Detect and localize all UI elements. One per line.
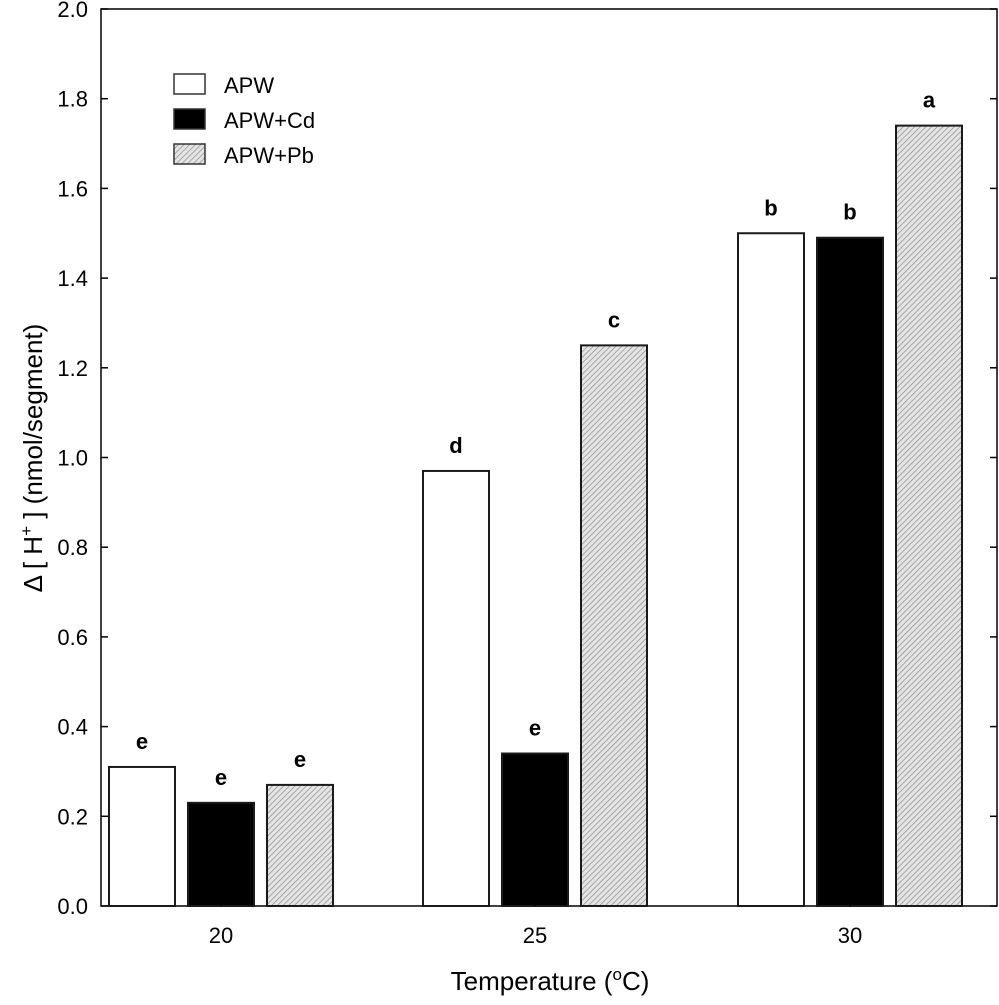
- significance-label: e: [136, 729, 148, 754]
- legend-swatch-apw: [173, 73, 206, 95]
- bar-apw-pb-25: [580, 344, 648, 907]
- y-tick-label: 0.8: [57, 535, 88, 560]
- y-tick-label: 0.2: [57, 804, 88, 829]
- y-tick-label: 1.2: [57, 356, 88, 381]
- legend: APW APW+Cd APW+Pb: [173, 73, 315, 168]
- legend-label: APW+Cd: [224, 108, 315, 133]
- bars: [108, 124, 963, 908]
- legend-swatch-apw-pb: [173, 143, 206, 165]
- y-tick-label: 1.6: [57, 176, 88, 201]
- significance-label: b: [843, 200, 856, 225]
- y-tick-label: 1.8: [57, 87, 88, 112]
- legend-label: APW+Pb: [224, 143, 314, 168]
- bar-apw-pb-30: [895, 124, 963, 908]
- significance-label: d: [449, 433, 462, 458]
- legend-label: APW: [224, 73, 274, 98]
- y-tick-label: 0.4: [57, 715, 88, 740]
- significance-labels: e e e d e c b b a: [136, 88, 936, 790]
- y-tick-label: 0.0: [57, 894, 88, 919]
- x-tick-label: 25: [523, 923, 547, 948]
- bar-apw-30: [737, 232, 805, 907]
- significance-label: a: [923, 88, 936, 113]
- x-axis-ticks: 20 25 30: [209, 899, 862, 948]
- x-tick-label: 30: [838, 923, 862, 948]
- y-tick-label: 1.0: [57, 446, 88, 471]
- bar-apw-pb-20: [266, 783, 334, 908]
- significance-label: e: [215, 765, 227, 790]
- bar-apw-20: [108, 765, 176, 908]
- bar-apw-cd-20: [187, 801, 255, 907]
- significance-label: b: [764, 195, 777, 220]
- y-tick-label: 1.4: [57, 266, 88, 291]
- legend-swatch-apw-cd: [173, 108, 206, 130]
- x-tick-label: 20: [209, 923, 233, 948]
- y-tick-label: 2.0: [57, 0, 88, 22]
- bar-apw-cd-25: [501, 752, 569, 908]
- bar-apw-25: [422, 469, 490, 907]
- significance-label: e: [294, 747, 306, 772]
- y-axis-label: Δ [ H+ ] (nmol/segment): [17, 324, 48, 593]
- y-axis-ticks: 0.0 0.2 0.4 0.6 0.8 1.0 1.2 1.4 1.6 1.8 2.0: [57, 0, 997, 919]
- significance-label: c: [608, 307, 620, 332]
- significance-label: e: [529, 716, 541, 741]
- x-axis-label: Temperature (oC): [451, 965, 650, 996]
- y-tick-label: 0.6: [57, 625, 88, 650]
- bar-apw-cd-30: [816, 236, 884, 908]
